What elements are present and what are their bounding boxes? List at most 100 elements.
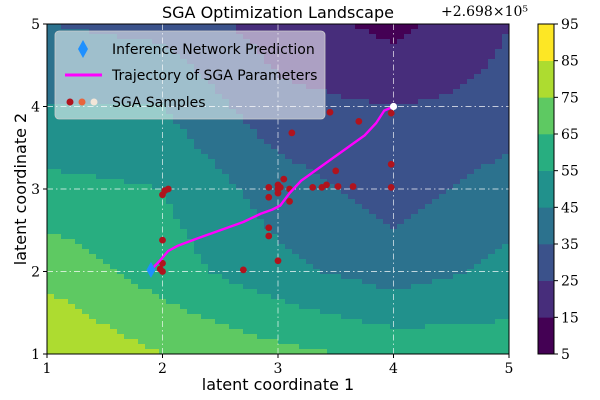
contour-cell [460, 259, 468, 265]
contour-cell [502, 279, 509, 285]
contour-cell [397, 139, 405, 145]
contour-cell [495, 304, 503, 310]
contour-cell [250, 334, 258, 340]
contour-cell [334, 104, 342, 110]
contour-cell [173, 119, 181, 125]
contour-cell [250, 289, 258, 295]
contour-cell [47, 239, 55, 245]
contour-cell [229, 324, 237, 330]
contour-cell [264, 154, 272, 160]
contour-cell [418, 49, 426, 55]
contour-cell [110, 314, 118, 320]
contour-cell [502, 304, 509, 310]
contour-cell [138, 289, 146, 295]
contour-cell [145, 184, 153, 190]
contour-cell [152, 214, 160, 220]
contour-cell [124, 189, 132, 195]
contour-cell [502, 274, 509, 280]
contour-cell [117, 204, 125, 210]
contour-cell [292, 319, 300, 325]
contour-cell [439, 84, 447, 90]
contour-cell [75, 284, 83, 290]
contour-cell [495, 124, 503, 130]
contour-cell [397, 219, 405, 225]
contour-cell [201, 219, 209, 225]
contour-cell [89, 174, 97, 180]
contour-cell [145, 309, 153, 315]
contour-cell [488, 44, 496, 50]
contour-cell [348, 149, 356, 155]
contour-cell [313, 174, 321, 180]
contour-cell [453, 294, 461, 300]
contour-cell [418, 314, 426, 320]
contour-cell [180, 299, 188, 305]
contour-cell [292, 174, 300, 180]
contour-cell [285, 229, 293, 235]
contour-cell [474, 229, 482, 235]
contour-cell [145, 334, 153, 340]
contour-cell [131, 294, 139, 300]
contour-cell [474, 24, 482, 30]
contour-cell [404, 144, 412, 150]
contour-cell [173, 344, 181, 350]
contour-cell [481, 319, 489, 325]
colorbar-band [538, 244, 554, 281]
contour-cell [236, 279, 244, 285]
contour-cell [362, 224, 370, 230]
contour-cell [495, 249, 503, 255]
contour-cell [124, 124, 132, 130]
contour-cell [460, 119, 468, 125]
contour-cell [201, 224, 209, 230]
contour-cell [166, 314, 174, 320]
contour-cell [411, 179, 419, 185]
contour-cell [299, 274, 307, 280]
contour-cell [124, 324, 132, 330]
contour-cell [348, 34, 356, 40]
contour-cell [110, 339, 118, 345]
contour-cell [404, 239, 412, 245]
contour-cell [278, 204, 286, 210]
contour-cell [201, 319, 209, 325]
contour-cell [404, 229, 412, 235]
contour-cell [292, 199, 300, 205]
contour-cell [75, 329, 83, 335]
contour-cell [271, 324, 279, 330]
contour-cell [460, 234, 468, 240]
contour-cell [68, 229, 76, 235]
contour-cell [187, 154, 195, 160]
contour-cell [229, 169, 237, 175]
contour-cell [369, 219, 377, 225]
contour-cell [292, 134, 300, 140]
contour-cell [117, 309, 125, 315]
contour-cell [264, 179, 272, 185]
sga-sample-point [332, 167, 340, 175]
contour-cell [103, 289, 111, 295]
contour-cell [502, 234, 509, 240]
contour-cell [187, 194, 195, 200]
contour-cell [299, 244, 307, 250]
contour-cell [348, 114, 356, 120]
contour-cell [481, 264, 489, 270]
contour-cell [138, 159, 146, 165]
contour-cell [390, 219, 398, 225]
contour-cell [383, 344, 391, 350]
contour-cell [327, 204, 335, 210]
contour-cell [348, 89, 356, 95]
contour-cell [152, 319, 160, 325]
contour-cell [82, 259, 90, 265]
contour-cell [369, 324, 377, 330]
contour-cell [285, 124, 293, 130]
contour-cell [131, 289, 139, 295]
contour-cell [488, 134, 496, 140]
contour-cell [467, 314, 475, 320]
contour-cell [215, 324, 223, 330]
contour-cell [61, 324, 69, 330]
contour-cell [208, 219, 216, 225]
contour-cell [82, 214, 90, 220]
contour-cell [341, 109, 349, 115]
contour-cell [124, 249, 132, 255]
contour-cell [362, 264, 370, 270]
contour-cell [222, 139, 230, 145]
contour-cell [488, 29, 496, 35]
